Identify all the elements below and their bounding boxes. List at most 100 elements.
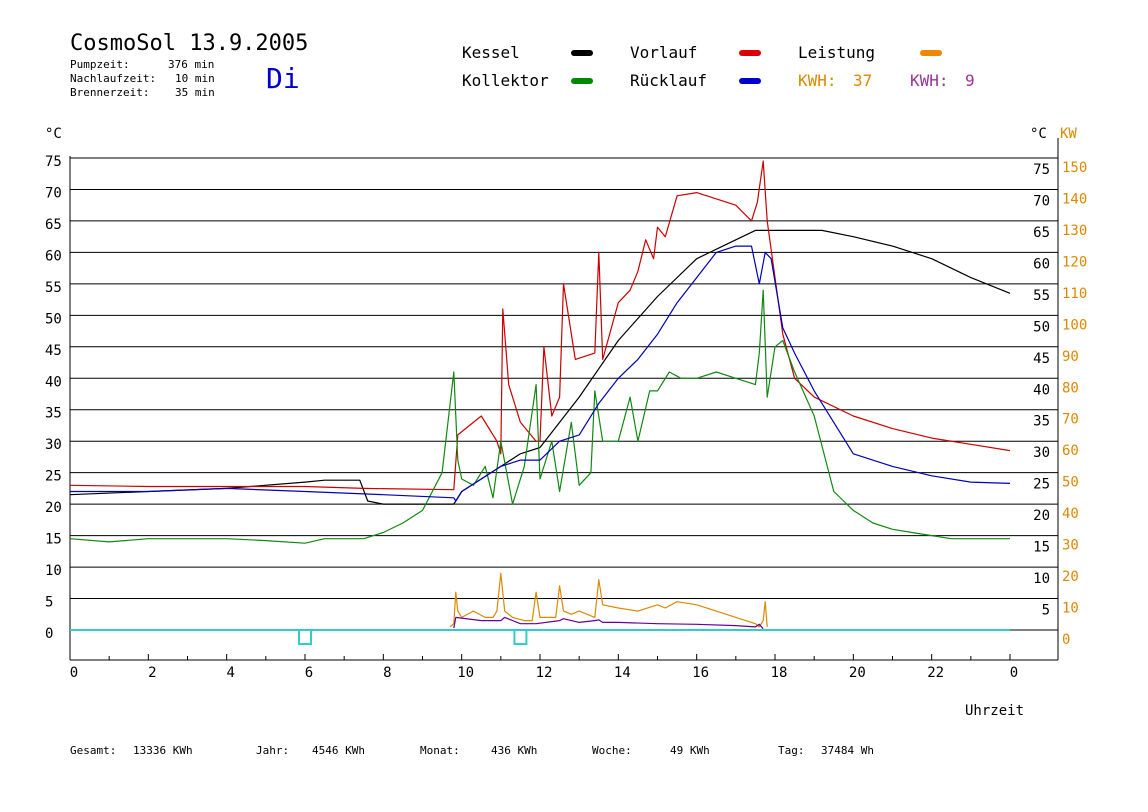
legend-kwh1-value: 37	[853, 71, 872, 90]
x-tick-label: 20	[849, 665, 866, 681]
footer-monat-value: 436 KWh	[491, 744, 537, 757]
y-tick-right-temp: 55	[1033, 288, 1050, 304]
stats-block: Pumpzeit: 376 min Nachlaufzeit: 10 min B…	[70, 58, 215, 99]
legend-kessel-label: Kessel	[462, 43, 520, 62]
x-tick-label: 12	[536, 665, 553, 681]
y-tick-left: 0	[45, 626, 53, 642]
footer-jahr-label: Jahr:	[256, 744, 289, 757]
legend-kollektor-swatch	[571, 78, 593, 84]
y-tick-left: 40	[45, 374, 62, 390]
stat-nachlaufzeit-value: 10 min	[175, 72, 215, 85]
legend-ruecklauf-swatch	[739, 78, 761, 84]
x-tick-label: 0	[70, 665, 78, 681]
series-ruecklauf	[70, 245, 1011, 502]
y-tick-right-power: 130	[1062, 223, 1087, 239]
pump-marker	[298, 629, 312, 645]
legend-vorlauf-label: Vorlauf	[630, 43, 697, 62]
y-tick-right-temp: 50	[1033, 319, 1050, 335]
legend-kwh1-label: KWH:	[798, 71, 837, 90]
stat-brennerzeit-label: Brennerzeit:	[70, 86, 149, 99]
y-tick-right-power: 0	[1062, 632, 1070, 648]
x-tick-label: 6	[305, 665, 313, 681]
y-tick-right-temp: 10	[1033, 571, 1050, 587]
series-kollektor	[69, 289, 1010, 544]
x-tick-label: 22	[927, 665, 944, 681]
y-tick-right-power: 70	[1062, 412, 1079, 428]
footer-tag-value: 37484 Wh	[821, 744, 874, 757]
grid	[70, 157, 1058, 631]
y-tick-right-temp: 45	[1033, 351, 1050, 367]
series-purple	[453, 616, 764, 630]
y-tick-right-power: 80	[1062, 380, 1079, 396]
y-tick-right-temp: 20	[1033, 508, 1050, 524]
y-tick-right-power: 90	[1062, 349, 1079, 365]
legend-leistung-swatch	[920, 50, 942, 56]
y-tick-left: 5	[45, 595, 53, 611]
stat-pumpzeit-value: 376 min	[168, 58, 214, 71]
y-tick-left: 10	[45, 563, 62, 579]
x-tick-label: 0	[1010, 665, 1018, 681]
stat-nachlaufzeit-label: Nachlaufzeit:	[70, 72, 156, 85]
y-tick-right-temp: 5	[1042, 603, 1050, 619]
legend: Kessel Vorlauf Leistung Kollektor Rückla…	[462, 43, 975, 90]
y-tick-left: 60	[45, 248, 62, 264]
y-unit-left: °C	[45, 126, 62, 142]
tick-labels: 7570656055504540353025201510507570656055…	[45, 154, 1087, 681]
y-tick-right-power: 120	[1062, 254, 1087, 270]
y-tick-right-power: 50	[1062, 475, 1079, 491]
y-unit-right-power: KW	[1060, 126, 1077, 142]
y-tick-right-temp: 70	[1033, 193, 1050, 209]
y-tick-left: 70	[45, 185, 62, 201]
footer-gesamt-label: Gesamt:	[70, 744, 116, 757]
series-vorlauf	[69, 160, 1011, 491]
y-tick-left: 50	[45, 311, 62, 327]
x-tick-label: 16	[692, 665, 709, 681]
legend-vorlauf-swatch	[739, 50, 761, 56]
y-tick-right-temp: 60	[1033, 256, 1050, 272]
legend-kwh2-value: 9	[965, 71, 975, 90]
legend-kwh2-label: KWH:	[910, 71, 949, 90]
legend-kessel-swatch	[571, 50, 593, 56]
y-tick-left: 65	[45, 217, 62, 233]
y-tick-right-power: 60	[1062, 443, 1079, 459]
legend-leistung-label: Leistung	[798, 43, 875, 62]
y-tick-left: 15	[45, 532, 62, 548]
day-label: Di	[266, 62, 300, 95]
stat-brennerzeit-value: 35 min	[175, 86, 215, 99]
y-tick-right-temp: 30	[1033, 445, 1050, 461]
x-tick-label: 8	[383, 665, 391, 681]
footer-gesamt-value: 13336 KWh	[133, 744, 193, 757]
chart-title: CosmoSol 13.9.2005	[70, 31, 308, 56]
y-tick-left: 35	[45, 406, 62, 422]
footer-woche-label: Woche:	[592, 744, 632, 757]
y-tick-left: 45	[45, 343, 62, 359]
y-tick-left: 75	[45, 154, 62, 170]
y-tick-right-temp: 65	[1033, 225, 1050, 241]
y-tick-right-temp: 75	[1033, 162, 1050, 178]
footer-tag-label: Tag:	[778, 744, 805, 757]
y-tick-left: 25	[45, 469, 62, 485]
y-tick-right-power: 10	[1062, 601, 1079, 617]
y-tick-right-power: 110	[1062, 286, 1087, 302]
x-tick-label: 14	[614, 665, 631, 681]
y-tick-right-power: 30	[1062, 538, 1079, 554]
pump-markers	[70, 629, 1010, 645]
series	[69, 160, 1011, 630]
y-tick-right-temp: 15	[1033, 540, 1050, 556]
x-axis-label: Uhrzeit	[965, 703, 1024, 719]
y-tick-right-temp: 35	[1033, 414, 1050, 430]
y-tick-right-power: 140	[1062, 191, 1087, 207]
footer-woche-value: 49 KWh	[670, 744, 710, 757]
y-tick-left: 55	[45, 280, 62, 296]
series-kessel	[69, 229, 1011, 505]
y-tick-right-temp: 25	[1033, 477, 1050, 493]
y-tick-right-power: 20	[1062, 569, 1079, 585]
y-unit-right-temp: °C	[1030, 126, 1047, 142]
pump-marker	[513, 629, 528, 645]
y-tick-right-power: 40	[1062, 506, 1079, 522]
x-tick-label: 4	[226, 665, 234, 681]
legend-ruecklauf-label: Rücklauf	[630, 71, 707, 90]
y-tick-right-temp: 40	[1033, 382, 1050, 398]
